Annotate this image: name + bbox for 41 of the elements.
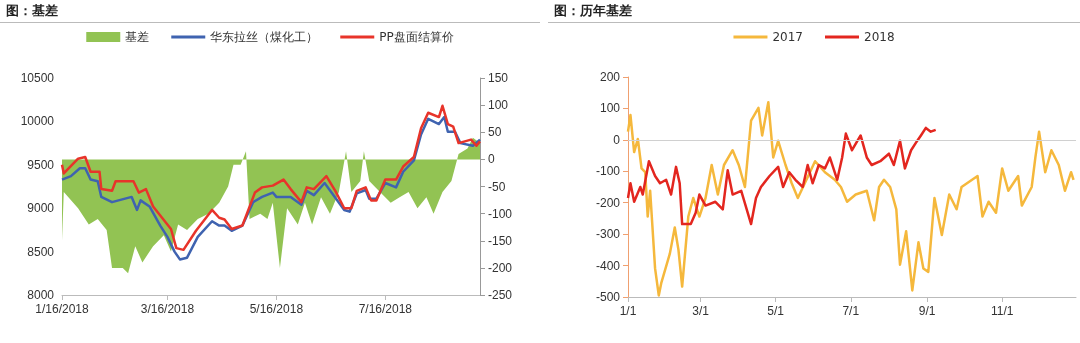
x-tick-label: 5/16/2018: [249, 302, 304, 316]
x-tick-label: 5/1: [767, 304, 785, 318]
x-tick-label: 3/16/2018: [140, 302, 195, 316]
x-tick-label: 7/16/2018: [358, 302, 413, 316]
y-tick-label: 9000: [27, 201, 55, 216]
line-series: [626, 126, 937, 226]
legend-label: PP盘面结算价: [379, 30, 454, 44]
x-tick-label: 3/1: [692, 304, 710, 318]
legend-label: 2018: [864, 30, 895, 44]
y2-tick-label: 150: [488, 71, 509, 85]
y-tick-label: 8500: [27, 244, 55, 259]
y-tick-label: -500: [595, 290, 621, 304]
y2-tick-label: 50: [488, 125, 502, 140]
x-tick-label: 1/1: [619, 304, 637, 318]
x-tick-label: 7/1: [842, 304, 860, 318]
y-tick-label: 100: [599, 101, 621, 116]
y2-tick-label: -200: [488, 260, 513, 275]
legend-label: 2017: [772, 30, 804, 44]
legend-label: 华东拉丝（煤化工）: [210, 30, 319, 44]
y2-tick-label: -250: [488, 288, 513, 302]
y-tick-label: 9500: [27, 157, 55, 172]
chart-title: 图：历年基差: [554, 2, 632, 20]
legend-label: 基差: [125, 30, 150, 44]
y-tick-label: 8000: [27, 288, 55, 302]
chart-title: 图：基差: [6, 2, 58, 20]
y-tick-label: 0: [613, 132, 621, 147]
y2-tick-label: -50: [488, 179, 506, 194]
y-tick-label: 200: [599, 70, 621, 84]
x-tick-label: 1/16/2018: [35, 302, 90, 316]
y2-tick-label: -150: [488, 233, 513, 248]
y-tick-label: 10000: [20, 114, 55, 129]
y-tick-label: 10500: [20, 71, 55, 85]
y-tick-label: -200: [595, 195, 621, 210]
y-tick-label: -300: [595, 227, 621, 242]
y2-tick-label: 0: [488, 152, 495, 167]
y-tick-label: -400: [595, 258, 621, 273]
x-tick-label: 11/1: [990, 304, 1014, 318]
y2-tick-label: -100: [488, 206, 513, 221]
y2-tick-label: 100: [488, 98, 509, 113]
x-tick-label: 9/1: [918, 304, 936, 318]
y-tick-label: -100: [595, 164, 621, 179]
